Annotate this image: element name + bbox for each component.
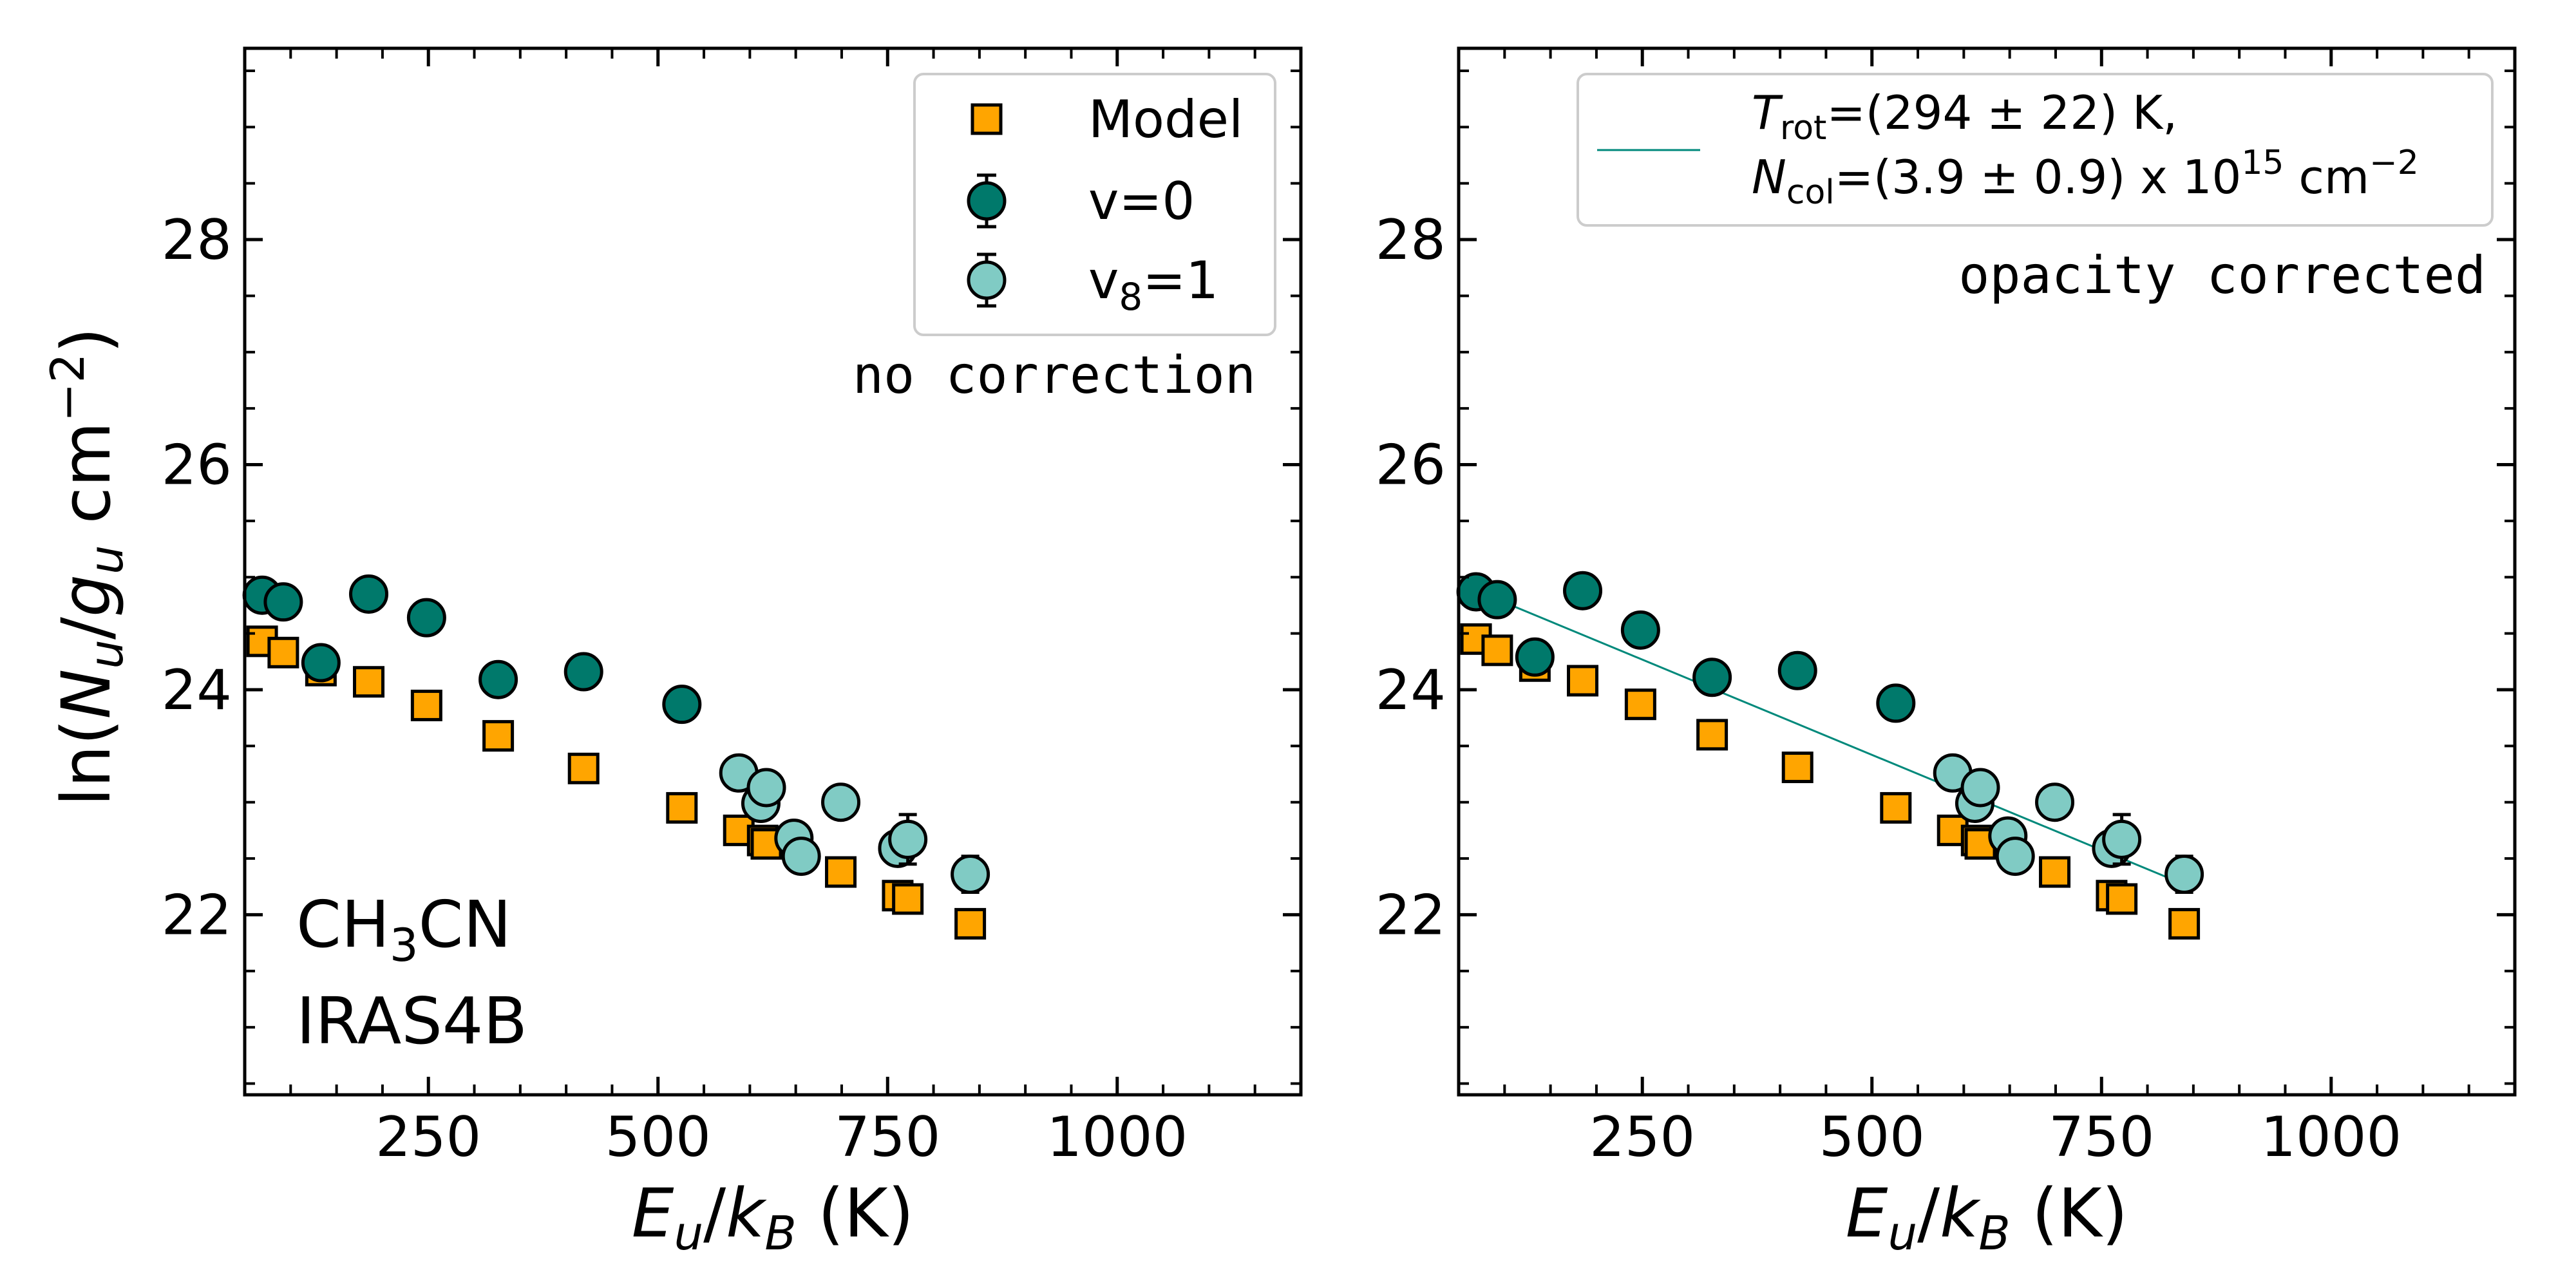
legend-label-model: Model bbox=[1088, 90, 1243, 149]
point-model bbox=[410, 689, 442, 721]
point-v0 bbox=[662, 685, 702, 724]
point-model bbox=[567, 752, 600, 784]
legend-marker-v0 bbox=[967, 181, 1007, 221]
legend-marker-model bbox=[971, 103, 1003, 135]
annotation-opacity-corrected: opacity corrected bbox=[1958, 245, 2486, 305]
legend-fit-trot: Trot=(294 ± 22) K, bbox=[1752, 86, 2177, 147]
y-tick-label: 24 bbox=[1376, 658, 1446, 723]
x-tick-label: 250 bbox=[1589, 1105, 1695, 1170]
x-tick-label: 750 bbox=[835, 1105, 940, 1170]
x-axis-label-left: Eu/kB (K) bbox=[632, 1174, 914, 1260]
y-tick-label: 26 bbox=[162, 433, 232, 498]
legend-left: Model v=0 v8=1 bbox=[913, 73, 1276, 336]
point-model bbox=[1624, 688, 1656, 721]
point-model bbox=[1781, 752, 1814, 784]
point-model bbox=[825, 856, 857, 888]
point-v0 bbox=[349, 574, 389, 614]
point-v8 bbox=[1995, 837, 2035, 876]
point-v0 bbox=[1563, 571, 1603, 611]
point-v8 bbox=[1960, 768, 2000, 808]
point-v0 bbox=[1477, 580, 1517, 620]
point-model bbox=[2039, 856, 2071, 888]
molecule-label: CH3CN bbox=[296, 887, 511, 972]
annotation-no-correction: no correction bbox=[853, 345, 1256, 405]
y-tick-label: 28 bbox=[162, 208, 232, 272]
legend-marker-v8 bbox=[967, 260, 1007, 300]
point-v0 bbox=[1876, 683, 1916, 723]
point-model bbox=[2168, 907, 2201, 940]
point-model bbox=[1481, 634, 1513, 667]
x-axis-label-right: Eu/kB (K) bbox=[1846, 1174, 2128, 1260]
y-tick-label: 24 bbox=[162, 658, 232, 723]
point-v8 bbox=[951, 855, 990, 895]
point-v8 bbox=[821, 782, 861, 822]
point-model bbox=[1696, 719, 1728, 751]
y-axis-label: ln(Nu/gu cm−2) bbox=[41, 327, 133, 806]
x-tick-label: 1000 bbox=[1046, 1105, 1188, 1170]
point-v8 bbox=[2164, 855, 2204, 895]
point-model bbox=[892, 883, 924, 915]
legend-label-v8: v8=1 bbox=[1088, 251, 1218, 319]
legend-fit-ncol: Ncol=(3.9 ± 0.9) x 1015 cm−2 bbox=[1752, 144, 2419, 212]
point-model bbox=[482, 720, 515, 752]
x-tick-label: 250 bbox=[375, 1105, 481, 1170]
fit-line bbox=[1475, 589, 2185, 886]
plot-frame-left bbox=[243, 46, 1303, 1097]
point-v0 bbox=[564, 652, 603, 692]
x-tick-label: 750 bbox=[2049, 1105, 2154, 1170]
point-v8 bbox=[2102, 819, 2142, 859]
point-v0 bbox=[1777, 650, 1817, 690]
legend-right: Trot=(294 ± 22) K, Ncol=(3.9 ± 0.9) x 10… bbox=[1577, 73, 2494, 227]
point-v8 bbox=[888, 819, 928, 859]
legend-frame-left bbox=[913, 73, 1276, 336]
x-tick-label: 500 bbox=[1819, 1105, 1925, 1170]
y-tick-label: 22 bbox=[162, 883, 232, 947]
y-tick-label: 22 bbox=[1376, 883, 1446, 947]
source-label: IRAS4B bbox=[296, 983, 527, 1059]
legend-frame-right bbox=[1577, 73, 2494, 227]
point-v0 bbox=[478, 659, 518, 699]
point-v8 bbox=[781, 837, 821, 876]
panel-left: 250 500 750 1000 22 24 26 28 Eu/kB (K) no corre… bbox=[162, 46, 1303, 1260]
point-model bbox=[1567, 665, 1599, 697]
panel-right: 250 500 750 1000 22 24 26 28 Eu/kB (K) opacity … bbox=[1376, 46, 2517, 1260]
point-v0 bbox=[263, 582, 303, 622]
y-tick-label: 28 bbox=[1376, 208, 1446, 272]
point-model bbox=[666, 791, 698, 824]
point-v0 bbox=[1620, 610, 1660, 650]
x-tick-label: 500 bbox=[605, 1105, 711, 1170]
point-model bbox=[1880, 791, 1912, 824]
point-model bbox=[2106, 883, 2138, 915]
x-tick-label: 1000 bbox=[2260, 1105, 2401, 1170]
point-model bbox=[267, 636, 299, 668]
point-model bbox=[353, 666, 385, 698]
legend-label-v0: v=0 bbox=[1088, 171, 1195, 231]
point-v0 bbox=[1515, 637, 1555, 677]
point-v8 bbox=[746, 768, 786, 808]
point-model bbox=[954, 907, 987, 940]
point-v0 bbox=[301, 643, 341, 683]
point-v0 bbox=[406, 598, 446, 638]
point-v8 bbox=[2035, 782, 2075, 822]
point-v0 bbox=[1692, 658, 1732, 697]
plot-frame-right bbox=[1457, 46, 2517, 1097]
y-tick-label: 26 bbox=[1376, 433, 1446, 498]
